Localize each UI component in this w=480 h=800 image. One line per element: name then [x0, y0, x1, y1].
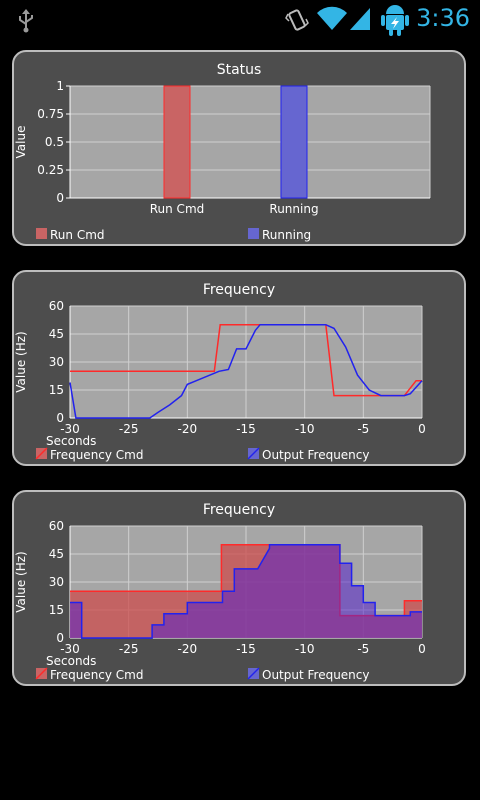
- x-tick-label: Running: [269, 202, 318, 216]
- y-tick-label: 15: [49, 603, 64, 617]
- legend-label: Frequency Cmd: [50, 448, 144, 462]
- y-axis-label: Value (Hz): [14, 331, 28, 392]
- y-tick-label: 30: [49, 575, 64, 589]
- x-axis-label: Seconds: [46, 434, 96, 448]
- x-tick-label: Run Cmd: [150, 202, 205, 216]
- y-tick-label: 0: [56, 631, 64, 645]
- y-tick-label: 0: [56, 191, 64, 205]
- series-area-1: [70, 544, 422, 638]
- chart-title: Status: [217, 62, 262, 78]
- x-tick-label: -15: [236, 642, 256, 656]
- vibrate-icon: [285, 9, 309, 31]
- x-tick-label: -20: [178, 422, 198, 436]
- status-chart: Status 0 0.25 0.5 0.75 1 Run Cmd Running Value Ru…: [14, 62, 431, 242]
- y-tick-label: 0.75: [37, 107, 64, 121]
- legend-swatch-line: [247, 447, 260, 460]
- x-tick-label: -5: [357, 642, 369, 656]
- clock: 3:36: [416, 4, 470, 32]
- series-line-1: [69, 323, 423, 419]
- y-tick-label: 45: [49, 547, 64, 561]
- frequency-line-panel: Frequency 0 15 30 45 60 -30 -25 -20 -15 -10 -5 0 Valu…: [12, 270, 466, 466]
- y-tick-label: 0.5: [45, 135, 64, 149]
- y-tick-label: 15: [49, 383, 64, 397]
- usb-icon: [19, 9, 33, 33]
- x-axis-label: Seconds: [46, 654, 96, 668]
- wifi-icon: [317, 6, 347, 31]
- y-tick-label: 0: [56, 411, 64, 425]
- x-tick-label: -10: [295, 422, 315, 436]
- legend-swatch-line: [247, 667, 260, 680]
- x-tick-label: -20: [178, 642, 198, 656]
- x-tick-label: 0: [418, 422, 426, 436]
- frequency-area-chart: Frequency 0 15 30 45 60 -30 -25 -20 -15 -10 -5 0 Valu…: [14, 502, 426, 682]
- y-tick-label: 0.25: [37, 163, 64, 177]
- series-line-0: [70, 323, 422, 397]
- frequency-line-chart: Frequency 0 15 30 45 60 -30 -25 -20 -15 -10 -5 0 Valu…: [14, 282, 426, 462]
- y-axis-label: Value (Hz): [14, 551, 28, 612]
- frequency-area-panel: Frequency 0 15 30 45 60 -30 -25 -20 -15 -10 -5 0 Valu…: [12, 490, 466, 686]
- legend-label: Output Frequency: [262, 668, 370, 682]
- x-tick-label: -25: [119, 422, 139, 436]
- chart-title: Frequency: [203, 502, 275, 518]
- legend-label: Output Frequency: [262, 448, 370, 462]
- signal-icon: [350, 8, 370, 30]
- legend-swatch: [36, 228, 47, 239]
- x-tick-label: -10: [295, 642, 315, 656]
- legend-label: Run Cmd: [50, 228, 105, 242]
- legend-label: Frequency Cmd: [50, 668, 144, 682]
- y-tick-label: 60: [49, 519, 64, 533]
- bar-running: [280, 85, 308, 199]
- y-tick-label: 30: [49, 355, 64, 369]
- y-tick-label: 60: [49, 299, 64, 313]
- y-tick-label: 1: [56, 79, 64, 93]
- x-tick-label: 0: [418, 642, 426, 656]
- legend-swatch-line: [35, 447, 48, 460]
- legend-label: Running: [262, 228, 311, 242]
- x-tick-label: -5: [357, 422, 369, 436]
- bar-run-cmd: [163, 85, 191, 199]
- legend-swatch-line: [35, 667, 48, 680]
- y-tick-label: 45: [49, 327, 64, 341]
- android-charging-icon: [381, 5, 409, 36]
- y-axis-label: Value: [14, 126, 28, 159]
- chart-title: Frequency: [203, 282, 275, 298]
- x-tick-label: -25: [119, 642, 139, 656]
- x-tick-label: -30: [60, 422, 80, 436]
- status-panel: Status 0 0.25 0.5 0.75 1 Run Cmd Running Value Ru…: [12, 50, 466, 246]
- status-bar: 3:36: [0, 0, 480, 40]
- series-line-1: [70, 543, 422, 639]
- legend-swatch: [248, 228, 259, 239]
- x-tick-label: -15: [236, 422, 256, 436]
- x-tick-label: -30: [60, 642, 80, 656]
